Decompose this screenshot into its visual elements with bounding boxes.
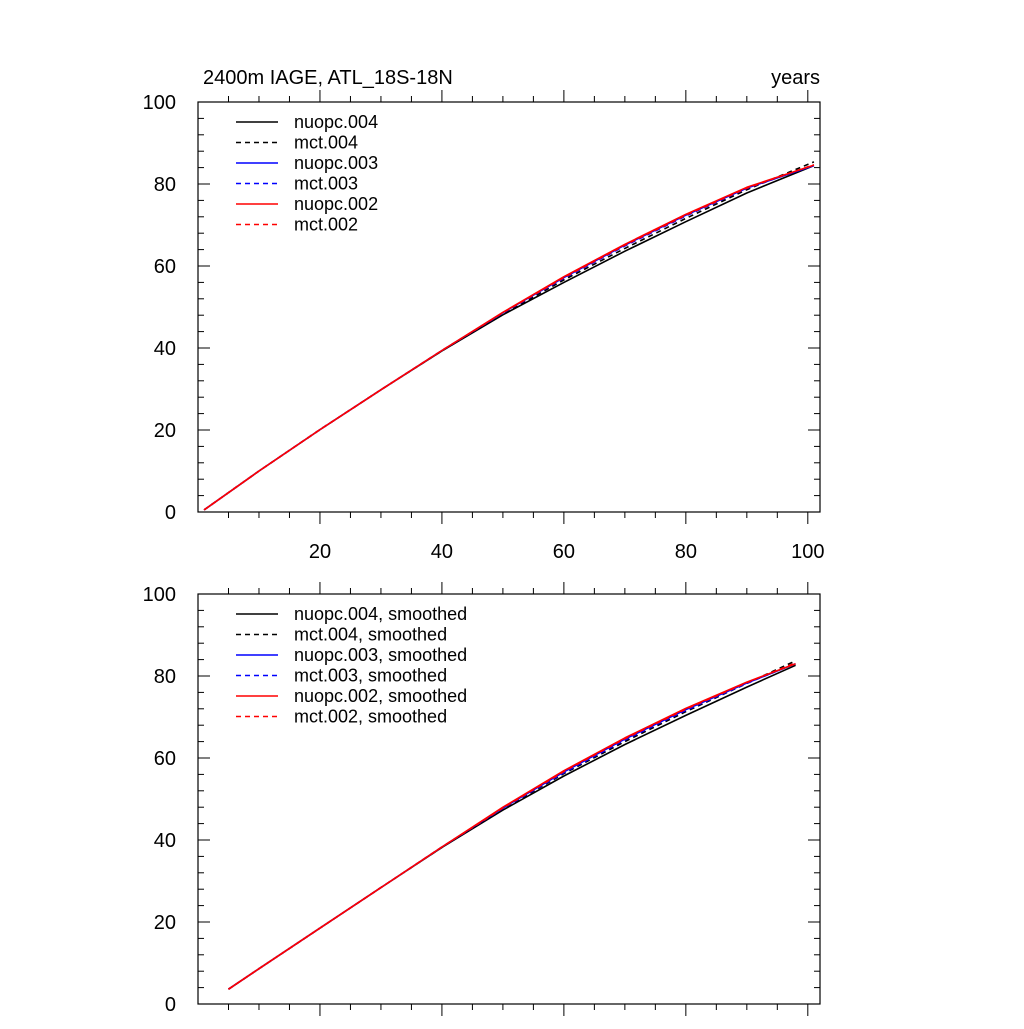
legend-label: nuopc.004: [294, 112, 378, 132]
y-tick-label: 60: [154, 748, 176, 770]
y-tick-label: 80: [154, 666, 176, 688]
y-tick-label: 60: [154, 256, 176, 278]
legend-label: nuopc.002: [294, 194, 378, 214]
y-tick-label: 40: [154, 338, 176, 360]
chart-units: years: [771, 67, 820, 89]
legend-label: mct.004, smoothed: [294, 625, 447, 645]
x-tick-label: 40: [431, 541, 453, 563]
legend-label: mct.002, smoothed: [294, 707, 447, 727]
x-tick-label: 20: [309, 541, 331, 563]
legend-label: mct.003, smoothed: [294, 666, 447, 686]
y-tick-label: 80: [154, 174, 176, 196]
y-tick-label: 100: [143, 584, 176, 606]
legend-label: nuopc.003, smoothed: [294, 645, 467, 665]
y-tick-label: 20: [154, 912, 176, 934]
plot-frame: [197, 593, 821, 1005]
y-tick-label: 100: [143, 92, 176, 114]
legend-label: mct.004: [294, 133, 358, 153]
plot-frame: [197, 101, 821, 513]
x-tick-label: 100: [791, 541, 824, 563]
series-line-6: [203, 163, 815, 511]
legend-label: nuopc.004, smoothed: [294, 604, 467, 624]
series-line-6: [228, 662, 796, 990]
panel-2: 0 20 40 60 80 100 nuopc.004, smoothedmct.004, …: [143, 582, 821, 1016]
legend-label: nuopc.003: [294, 153, 378, 173]
y-tick-label: 40: [154, 830, 176, 852]
x-tick-label: 60: [553, 541, 575, 563]
series-line-2: [203, 161, 815, 511]
y-tick-label: 0: [165, 502, 176, 524]
legend-label: mct.003: [294, 174, 358, 194]
y-tick-label: 0: [165, 994, 176, 1016]
x-tick-label: 80: [675, 541, 697, 563]
y-tick-label: 20: [154, 420, 176, 442]
chart-title: 2400m IAGE, ATL_18S-18N: [203, 67, 453, 89]
legend-label: mct.002: [294, 215, 358, 235]
legend-label: nuopc.002, smoothed: [294, 686, 467, 706]
legend: nuopc.004mct.004nuopc.003mct.003nuopc.00…: [236, 112, 378, 235]
